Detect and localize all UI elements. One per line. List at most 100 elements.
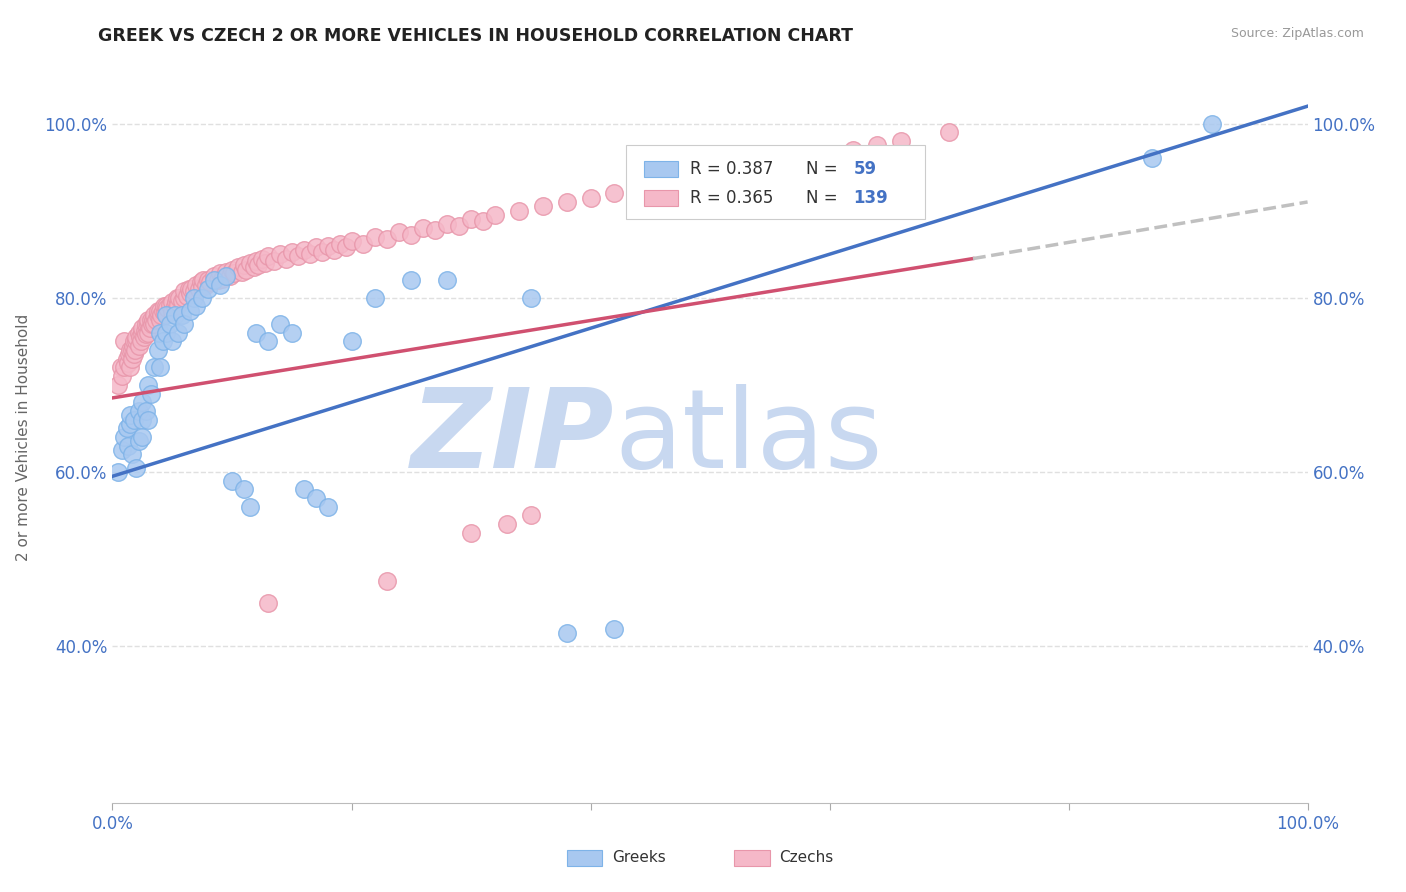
Point [247,258,270,272]
Point [153,300,176,314]
Point [699,169,721,183]
Point [121,448,143,462]
Point [138,321,160,335]
Point [194,277,217,292]
Point [233,483,256,497]
Point [186,277,208,292]
Point [149,326,172,340]
Point [117,356,139,370]
Point [257,249,280,263]
Point [364,229,387,244]
Point [531,199,554,213]
Point [183,291,205,305]
Point [162,303,183,318]
Point [460,525,482,540]
Point [138,412,160,426]
Point [235,263,257,277]
Point [460,212,482,227]
Point [250,252,273,266]
Point [146,343,169,357]
Point [139,386,162,401]
Point [131,321,153,335]
Point [675,173,697,187]
Point [263,254,285,268]
Point [938,125,960,139]
Point [117,439,139,453]
Point [118,347,141,361]
Point [436,217,458,231]
Point [155,300,177,314]
Point [257,334,280,349]
Point [115,421,138,435]
Point [143,317,166,331]
Point [143,360,166,375]
Point [131,412,153,426]
Text: N =: N = [806,189,837,207]
Point [138,317,160,331]
Point [311,245,333,260]
Point [555,626,578,640]
FancyBboxPatch shape [644,161,678,177]
Text: ZIP: ZIP [411,384,614,491]
Point [496,517,519,532]
Point [200,275,222,289]
Point [579,191,602,205]
Point [179,286,201,301]
Point [377,574,399,588]
Point [114,430,135,444]
Point [167,326,190,340]
Point [120,409,142,423]
Point [166,291,188,305]
Point [180,282,202,296]
FancyBboxPatch shape [567,849,603,866]
Point [121,343,143,357]
Point [155,308,177,322]
Point [239,256,262,270]
Point [269,247,291,261]
Point [125,460,148,475]
Point [401,228,423,243]
Point [305,491,328,505]
Point [114,334,135,349]
Text: Greeks: Greeks [612,850,666,865]
Point [153,306,176,320]
Point [1142,152,1164,166]
Point [472,214,495,228]
Point [120,343,142,357]
Point [770,156,793,170]
FancyBboxPatch shape [644,190,678,206]
Point [377,231,399,245]
Point [484,208,506,222]
Point [197,282,219,296]
Point [159,317,181,331]
Point [131,430,153,444]
Text: GREEK VS CZECH 2 OR MORE VEHICLES IN HOUSEHOLD CORRELATION CHART: GREEK VS CZECH 2 OR MORE VEHICLES IN HOU… [98,27,853,45]
Point [183,284,205,298]
Point [138,326,160,340]
Text: 59: 59 [853,160,876,178]
Point [218,268,240,283]
Point [209,266,232,280]
Point [202,273,225,287]
Text: atlas: atlas [614,384,883,491]
Point [226,260,249,275]
Point [165,295,187,310]
Point [197,273,219,287]
Point [135,317,157,331]
Point [352,236,374,251]
Point [890,134,912,148]
Point [215,268,238,283]
Point [121,351,143,366]
Point [167,298,190,312]
Point [173,291,195,305]
Point [603,186,626,201]
Point [120,417,142,431]
Point [163,300,186,314]
FancyBboxPatch shape [734,849,770,866]
Point [191,280,214,294]
Point [274,252,297,266]
Point [233,258,256,272]
Point [245,254,267,268]
Point [340,334,363,349]
Point [281,326,304,340]
